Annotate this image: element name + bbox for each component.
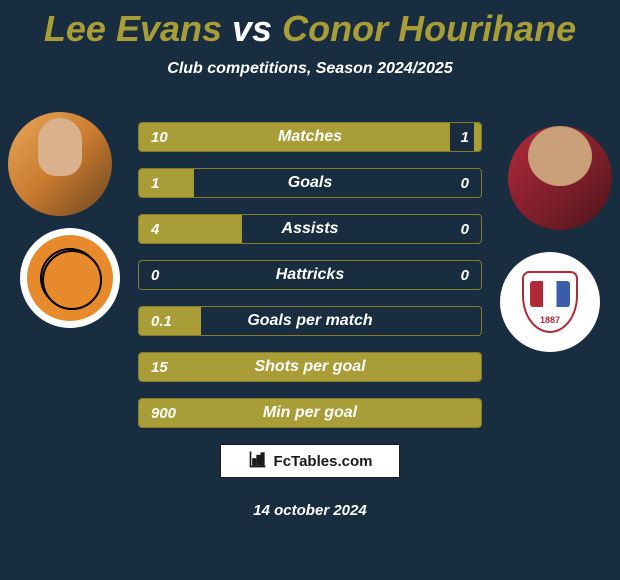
- player1-club-crest: [20, 228, 120, 328]
- stat-row: 900Min per goal: [138, 398, 482, 428]
- stat-row: 40Assists: [138, 214, 482, 244]
- site-badge: FcTables.com: [220, 444, 400, 478]
- stat-row: 00Hattricks: [138, 260, 482, 290]
- stat-label: Goals per match: [139, 307, 481, 335]
- comparison-bars: 101Matches 10Goals 40Assists 00Hattricks 0.1…: [138, 122, 482, 444]
- stat-row: 0.1Goals per match: [138, 306, 482, 336]
- page-title: Lee Evans vs Conor Hourihane: [0, 0, 620, 50]
- date-label: 14 october 2024: [0, 502, 620, 519]
- stat-label: Goals: [139, 169, 481, 197]
- stat-row: 101Matches: [138, 122, 482, 152]
- stat-label: Assists: [139, 215, 481, 243]
- player2-avatar: [508, 126, 612, 230]
- player1-avatar: [8, 112, 112, 216]
- player2-club-crest: [500, 252, 600, 352]
- stat-row: 10Goals: [138, 168, 482, 198]
- chart-icon: [248, 449, 268, 473]
- stat-label: Min per goal: [139, 399, 481, 427]
- stat-label: Hattricks: [139, 261, 481, 289]
- title-player2: Conor Hourihane: [282, 8, 576, 49]
- title-player1: Lee Evans: [44, 8, 222, 49]
- stat-row: 15Shots per goal: [138, 352, 482, 382]
- subtitle: Club competitions, Season 2024/2025: [0, 60, 620, 78]
- site-name: FcTables.com: [274, 453, 373, 470]
- stat-label: Shots per goal: [139, 353, 481, 381]
- stat-label: Matches: [139, 123, 481, 151]
- title-vs: vs: [232, 8, 272, 49]
